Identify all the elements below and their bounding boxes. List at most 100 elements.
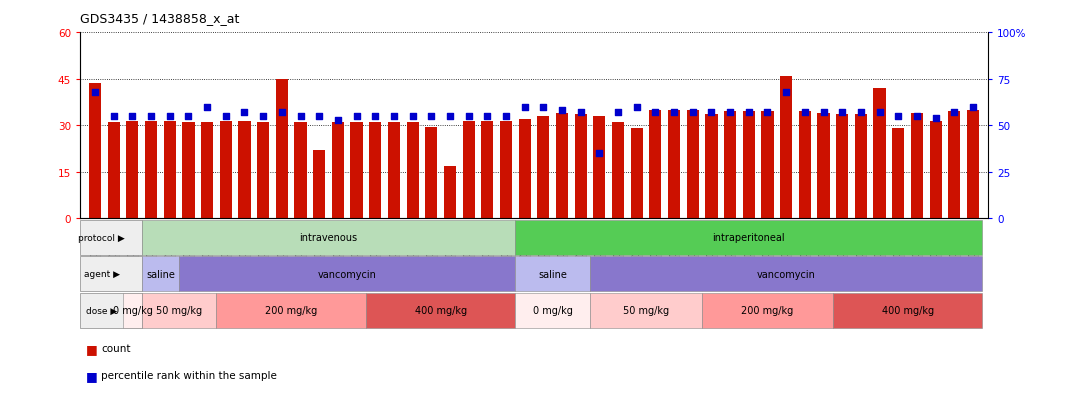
Point — [610, 109, 627, 116]
Point — [386, 113, 403, 120]
Bar — [705, 115, 718, 219]
Bar — [462, 121, 474, 219]
Point — [179, 113, 197, 120]
Text: agent ▶: agent ▶ — [83, 270, 120, 278]
Point — [740, 109, 757, 116]
Text: vancomycin: vancomycin — [318, 269, 377, 279]
Bar — [874, 89, 885, 219]
Point — [572, 109, 590, 116]
Bar — [126, 121, 139, 219]
Bar — [780, 76, 792, 219]
Point — [909, 113, 926, 120]
Point — [778, 89, 795, 96]
Bar — [537, 116, 549, 219]
Point — [834, 109, 851, 116]
Bar — [761, 112, 773, 219]
Point — [478, 113, 496, 120]
Bar — [742, 112, 755, 219]
Text: percentile rank within the sample: percentile rank within the sample — [101, 370, 278, 380]
Bar — [519, 120, 531, 219]
Bar — [332, 123, 344, 219]
Bar — [500, 121, 512, 219]
Bar — [948, 112, 960, 219]
Point — [703, 109, 720, 116]
Text: 50 mg/kg: 50 mg/kg — [156, 305, 202, 316]
Point — [852, 109, 869, 116]
Bar — [668, 111, 680, 219]
Bar — [257, 123, 269, 219]
Bar — [911, 114, 923, 219]
Text: 200 mg/kg: 200 mg/kg — [265, 305, 317, 316]
Point — [348, 113, 365, 120]
Text: ■: ■ — [85, 369, 97, 382]
Bar — [612, 123, 624, 219]
Bar — [817, 114, 830, 219]
Point — [404, 113, 421, 120]
Text: intravenous: intravenous — [300, 233, 358, 243]
Point — [254, 113, 271, 120]
Bar — [370, 123, 381, 219]
Text: saline: saline — [146, 269, 175, 279]
Bar — [482, 121, 493, 219]
Bar — [313, 151, 326, 219]
Point — [498, 113, 515, 120]
Bar — [799, 112, 811, 219]
Bar — [836, 115, 848, 219]
Text: 400 mg/kg: 400 mg/kg — [881, 305, 933, 316]
Bar — [163, 121, 176, 219]
Point — [553, 108, 570, 114]
Bar — [183, 123, 194, 219]
Bar — [108, 123, 120, 219]
Point — [87, 89, 104, 96]
Point — [591, 150, 608, 157]
Bar — [724, 112, 736, 219]
Bar — [145, 121, 157, 219]
Bar — [201, 123, 214, 219]
Text: dose ▶: dose ▶ — [87, 306, 117, 315]
Bar — [238, 121, 251, 219]
Point — [946, 109, 963, 116]
Point — [311, 113, 328, 120]
Point — [105, 113, 122, 120]
Text: 0 mg/kg: 0 mg/kg — [533, 305, 572, 316]
Point — [124, 113, 141, 120]
Point — [759, 109, 776, 116]
Text: 400 mg/kg: 400 mg/kg — [414, 305, 467, 316]
Point — [142, 113, 159, 120]
Point — [366, 113, 383, 120]
Point — [722, 109, 739, 116]
Bar — [929, 121, 942, 219]
Text: intraperitoneal: intraperitoneal — [712, 233, 785, 243]
Point — [665, 109, 682, 116]
Bar — [295, 123, 307, 219]
Text: GDS3435 / 1438858_x_at: GDS3435 / 1438858_x_at — [80, 12, 239, 25]
Bar — [388, 123, 400, 219]
Bar — [350, 123, 363, 219]
Text: 50 mg/kg: 50 mg/kg — [623, 305, 670, 316]
Point — [273, 109, 290, 116]
Point — [292, 113, 309, 120]
Bar — [892, 129, 905, 219]
Point — [535, 104, 552, 111]
Text: saline: saline — [538, 269, 567, 279]
Bar — [967, 111, 979, 219]
Bar — [854, 115, 867, 219]
Point — [797, 109, 814, 116]
Point — [217, 113, 234, 120]
Point — [423, 113, 440, 120]
Text: protocol ▶: protocol ▶ — [78, 233, 125, 242]
Point — [647, 109, 664, 116]
Point — [628, 104, 645, 111]
Point — [890, 113, 907, 120]
Text: 0 mg/kg: 0 mg/kg — [112, 305, 153, 316]
Point — [927, 115, 944, 122]
Bar — [631, 129, 643, 219]
Bar — [444, 166, 456, 219]
Bar — [556, 114, 568, 219]
Point — [871, 109, 889, 116]
Bar — [425, 128, 437, 219]
Point — [964, 104, 981, 111]
Point — [199, 104, 216, 111]
Bar — [220, 121, 232, 219]
Text: vancomycin: vancomycin — [757, 269, 816, 279]
